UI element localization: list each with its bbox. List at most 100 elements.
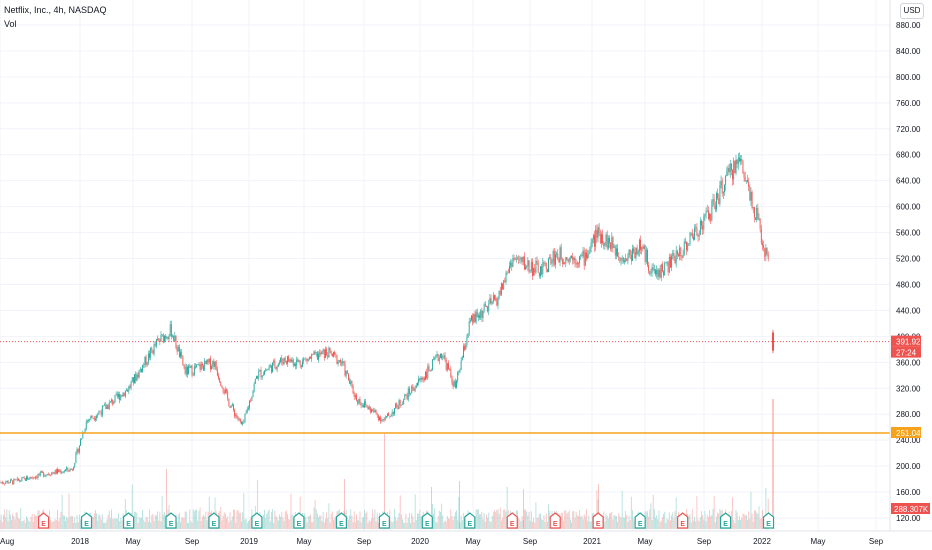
volume-bar (626, 514, 628, 529)
candle-body (717, 193, 719, 198)
candle-body (296, 359, 298, 367)
candle-body (659, 269, 661, 278)
earnings-marker[interactable]: E (677, 512, 689, 529)
volume-bar (735, 509, 737, 529)
earnings-marker[interactable]: E (165, 512, 177, 529)
candle-body (78, 445, 80, 453)
volume-bar (564, 510, 566, 529)
volume-bar (538, 513, 540, 529)
earnings-badge (335, 512, 348, 529)
candle-body (484, 304, 486, 306)
volume-bar (674, 511, 676, 529)
earnings-badge (122, 512, 135, 529)
volume-bar (98, 514, 100, 529)
earnings-marker[interactable]: E (251, 512, 263, 529)
earnings-badge (37, 512, 50, 529)
candle-body (720, 180, 722, 186)
earnings-marker[interactable]: E (762, 512, 775, 529)
candle-body (663, 271, 664, 276)
candle-body (352, 385, 354, 394)
candle-body (740, 158, 742, 162)
volume-bar (245, 518, 247, 529)
candle-body (477, 315, 479, 318)
candle-body (535, 261, 537, 273)
earnings-marker[interactable]: E (122, 512, 135, 529)
candle-body (457, 372, 459, 381)
candle-body (307, 358, 309, 361)
volume-bar (519, 519, 521, 529)
candle-body (89, 419, 91, 420)
volume-bar (621, 490, 623, 529)
volume-bar (233, 510, 234, 529)
candle-body (88, 419, 89, 421)
volume-bar (613, 515, 615, 529)
earnings-marker[interactable]: E (335, 512, 348, 529)
earnings-marker[interactable]: E (549, 512, 561, 529)
earnings-marker[interactable]: E (634, 512, 646, 529)
earnings-marker[interactable]: E (80, 512, 93, 529)
earnings-marker[interactable]: E (208, 512, 220, 529)
candle-body (460, 360, 462, 370)
candle-body (206, 359, 208, 364)
volume-bar (72, 516, 73, 529)
earnings-marker[interactable]: E (592, 512, 604, 529)
candle-body (622, 257, 624, 262)
earnings-marker[interactable]: E (378, 512, 390, 529)
volume-bar (711, 514, 713, 529)
volume-bar (312, 522, 314, 529)
earnings-marker[interactable]: E (293, 512, 305, 529)
earnings-marker[interactable]: E (464, 512, 476, 529)
volume-bar (353, 511, 355, 529)
earnings-marker[interactable]: E (421, 512, 433, 529)
earnings-badge (677, 512, 689, 529)
volume-bar (283, 520, 285, 529)
volume-bar (360, 522, 362, 529)
volume-bar (120, 517, 122, 529)
candle-body (198, 364, 200, 366)
candle-body (229, 406, 231, 408)
candle-body (404, 394, 406, 400)
volume-bar (154, 515, 156, 529)
volume-bar (615, 516, 617, 529)
volume-bar (460, 515, 462, 529)
earnings-marker[interactable]: E (719, 512, 732, 529)
candle-body (382, 419, 384, 421)
volume-bar (306, 522, 308, 529)
candle-body (82, 433, 84, 439)
candle-body (49, 474, 50, 475)
candle-body (37, 474, 39, 479)
earnings-badge (293, 512, 305, 529)
candle-body (314, 351, 316, 354)
volume-bar (331, 511, 333, 529)
candle-body (664, 263, 666, 276)
candle-body (419, 378, 421, 381)
candle-body (396, 403, 398, 408)
volume-bar (434, 508, 436, 529)
volume-bar (349, 515, 351, 529)
candle-body (649, 271, 651, 274)
candle-body (512, 257, 514, 267)
volume-bar (366, 511, 368, 529)
candle-body (190, 365, 192, 368)
volume-bar (587, 520, 589, 529)
currency-button[interactable]: USD (900, 3, 924, 19)
volume-bar (500, 520, 502, 529)
candle-body (384, 417, 386, 420)
volume-bar (119, 521, 121, 529)
time-tick-label: May (125, 537, 140, 546)
candle-body (72, 469, 73, 471)
earnings-marker[interactable]: E (37, 512, 50, 529)
candle-body (757, 207, 759, 220)
candle-body (436, 354, 438, 356)
earnings-marker[interactable]: E (506, 512, 518, 529)
candle-body (208, 358, 210, 363)
volume-bar (190, 520, 192, 529)
candle-body (643, 245, 645, 249)
symbol-title: Netflix, Inc., 4h, NASDAQ (4, 5, 107, 15)
candle-body (709, 213, 710, 220)
volume-bar (268, 509, 270, 529)
candle-body (748, 181, 750, 187)
time-tick-label: May (296, 537, 311, 546)
volume-bar (290, 493, 292, 529)
